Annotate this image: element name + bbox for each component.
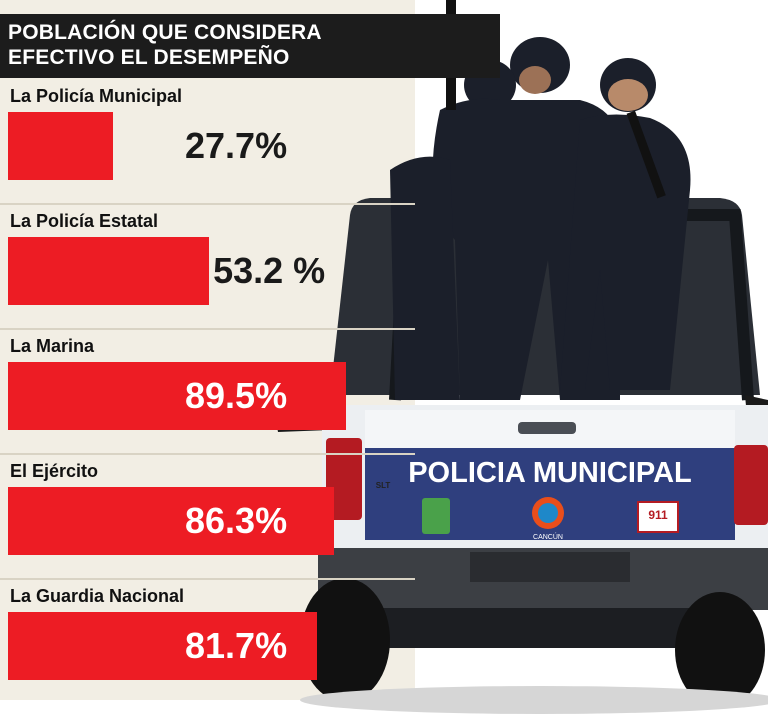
row-divider: [0, 203, 415, 205]
category-label: La Policía Municipal: [10, 86, 183, 106]
bar: [8, 112, 113, 180]
chart-title: POBLACIÓN QUE CONSIDERA EFECTIVO EL DESE…: [0, 14, 500, 78]
category-label: La Guardia Nacional: [10, 586, 185, 606]
category-label: El Ejército: [10, 461, 99, 481]
category-label: La Policía Estatal: [10, 211, 159, 231]
title-line-2: EFECTIVO EL DESEMPEÑO: [8, 46, 290, 69]
truck-side-text: POLICIA MUNICIPAL: [408, 457, 692, 489]
value-label: 89.5%: [185, 375, 288, 416]
bar: [8, 237, 210, 305]
bar: [8, 362, 347, 430]
category-label: La Marina: [10, 336, 95, 356]
truck-911-text: 911: [648, 508, 668, 522]
truck-logo-text: CANCÚN: [533, 532, 563, 541]
bar: [8, 612, 317, 680]
value-label: 53.2 %: [213, 250, 326, 291]
row-divider: [0, 578, 415, 580]
row-divider: [0, 328, 415, 330]
bar: [8, 487, 335, 555]
row-divider: [0, 453, 415, 455]
value-label: 81.7%: [185, 625, 288, 666]
truck-model-badge: SLT: [376, 481, 391, 490]
title-line-1: POBLACIÓN QUE CONSIDERA: [8, 21, 322, 44]
value-label: 27.7%: [185, 125, 288, 166]
value-label: 86.3%: [185, 500, 288, 541]
